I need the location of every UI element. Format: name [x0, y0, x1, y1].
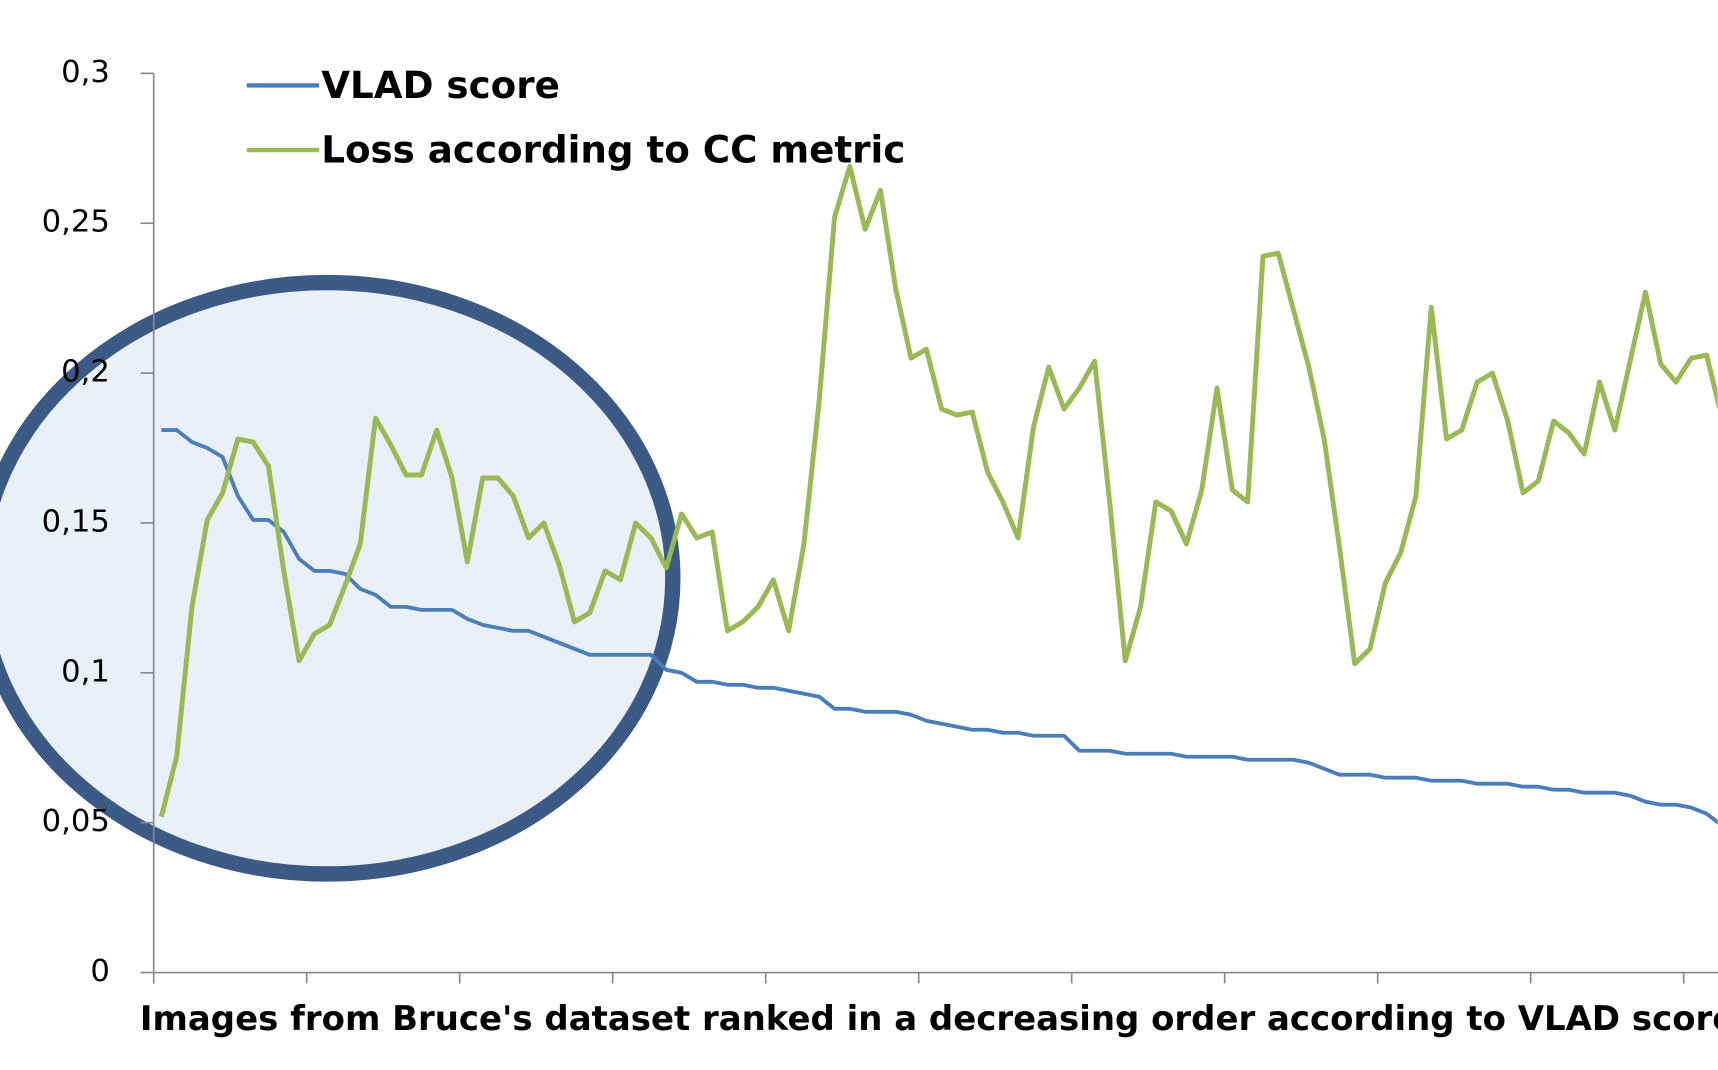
y-tick-label: 0,15: [42, 504, 110, 539]
y-tick-label: 0: [90, 954, 110, 989]
legend: VLAD score Loss according to CC metric: [246, 63, 905, 172]
legend-label: Loss according to CC metric: [321, 128, 905, 172]
y-tick-label: 0,3: [61, 55, 110, 90]
series-line: [161, 428, 1718, 825]
y-tick-label: 0,05: [42, 804, 110, 839]
legend-label: VLAD score: [321, 63, 560, 107]
x-axis-label: Images from Bruce's dataset ranked in a …: [140, 999, 1718, 1039]
y-tick-label: 0,25: [42, 205, 110, 240]
axes: 0 0,05 0,1 0,15 0,2 0,25 0,3: [42, 55, 1718, 989]
y-tick-label: 0,1: [61, 654, 110, 689]
y-tick-label: 0,2: [61, 355, 110, 390]
series-line: [158, 163, 1718, 818]
plot-area: [158, 163, 1718, 825]
